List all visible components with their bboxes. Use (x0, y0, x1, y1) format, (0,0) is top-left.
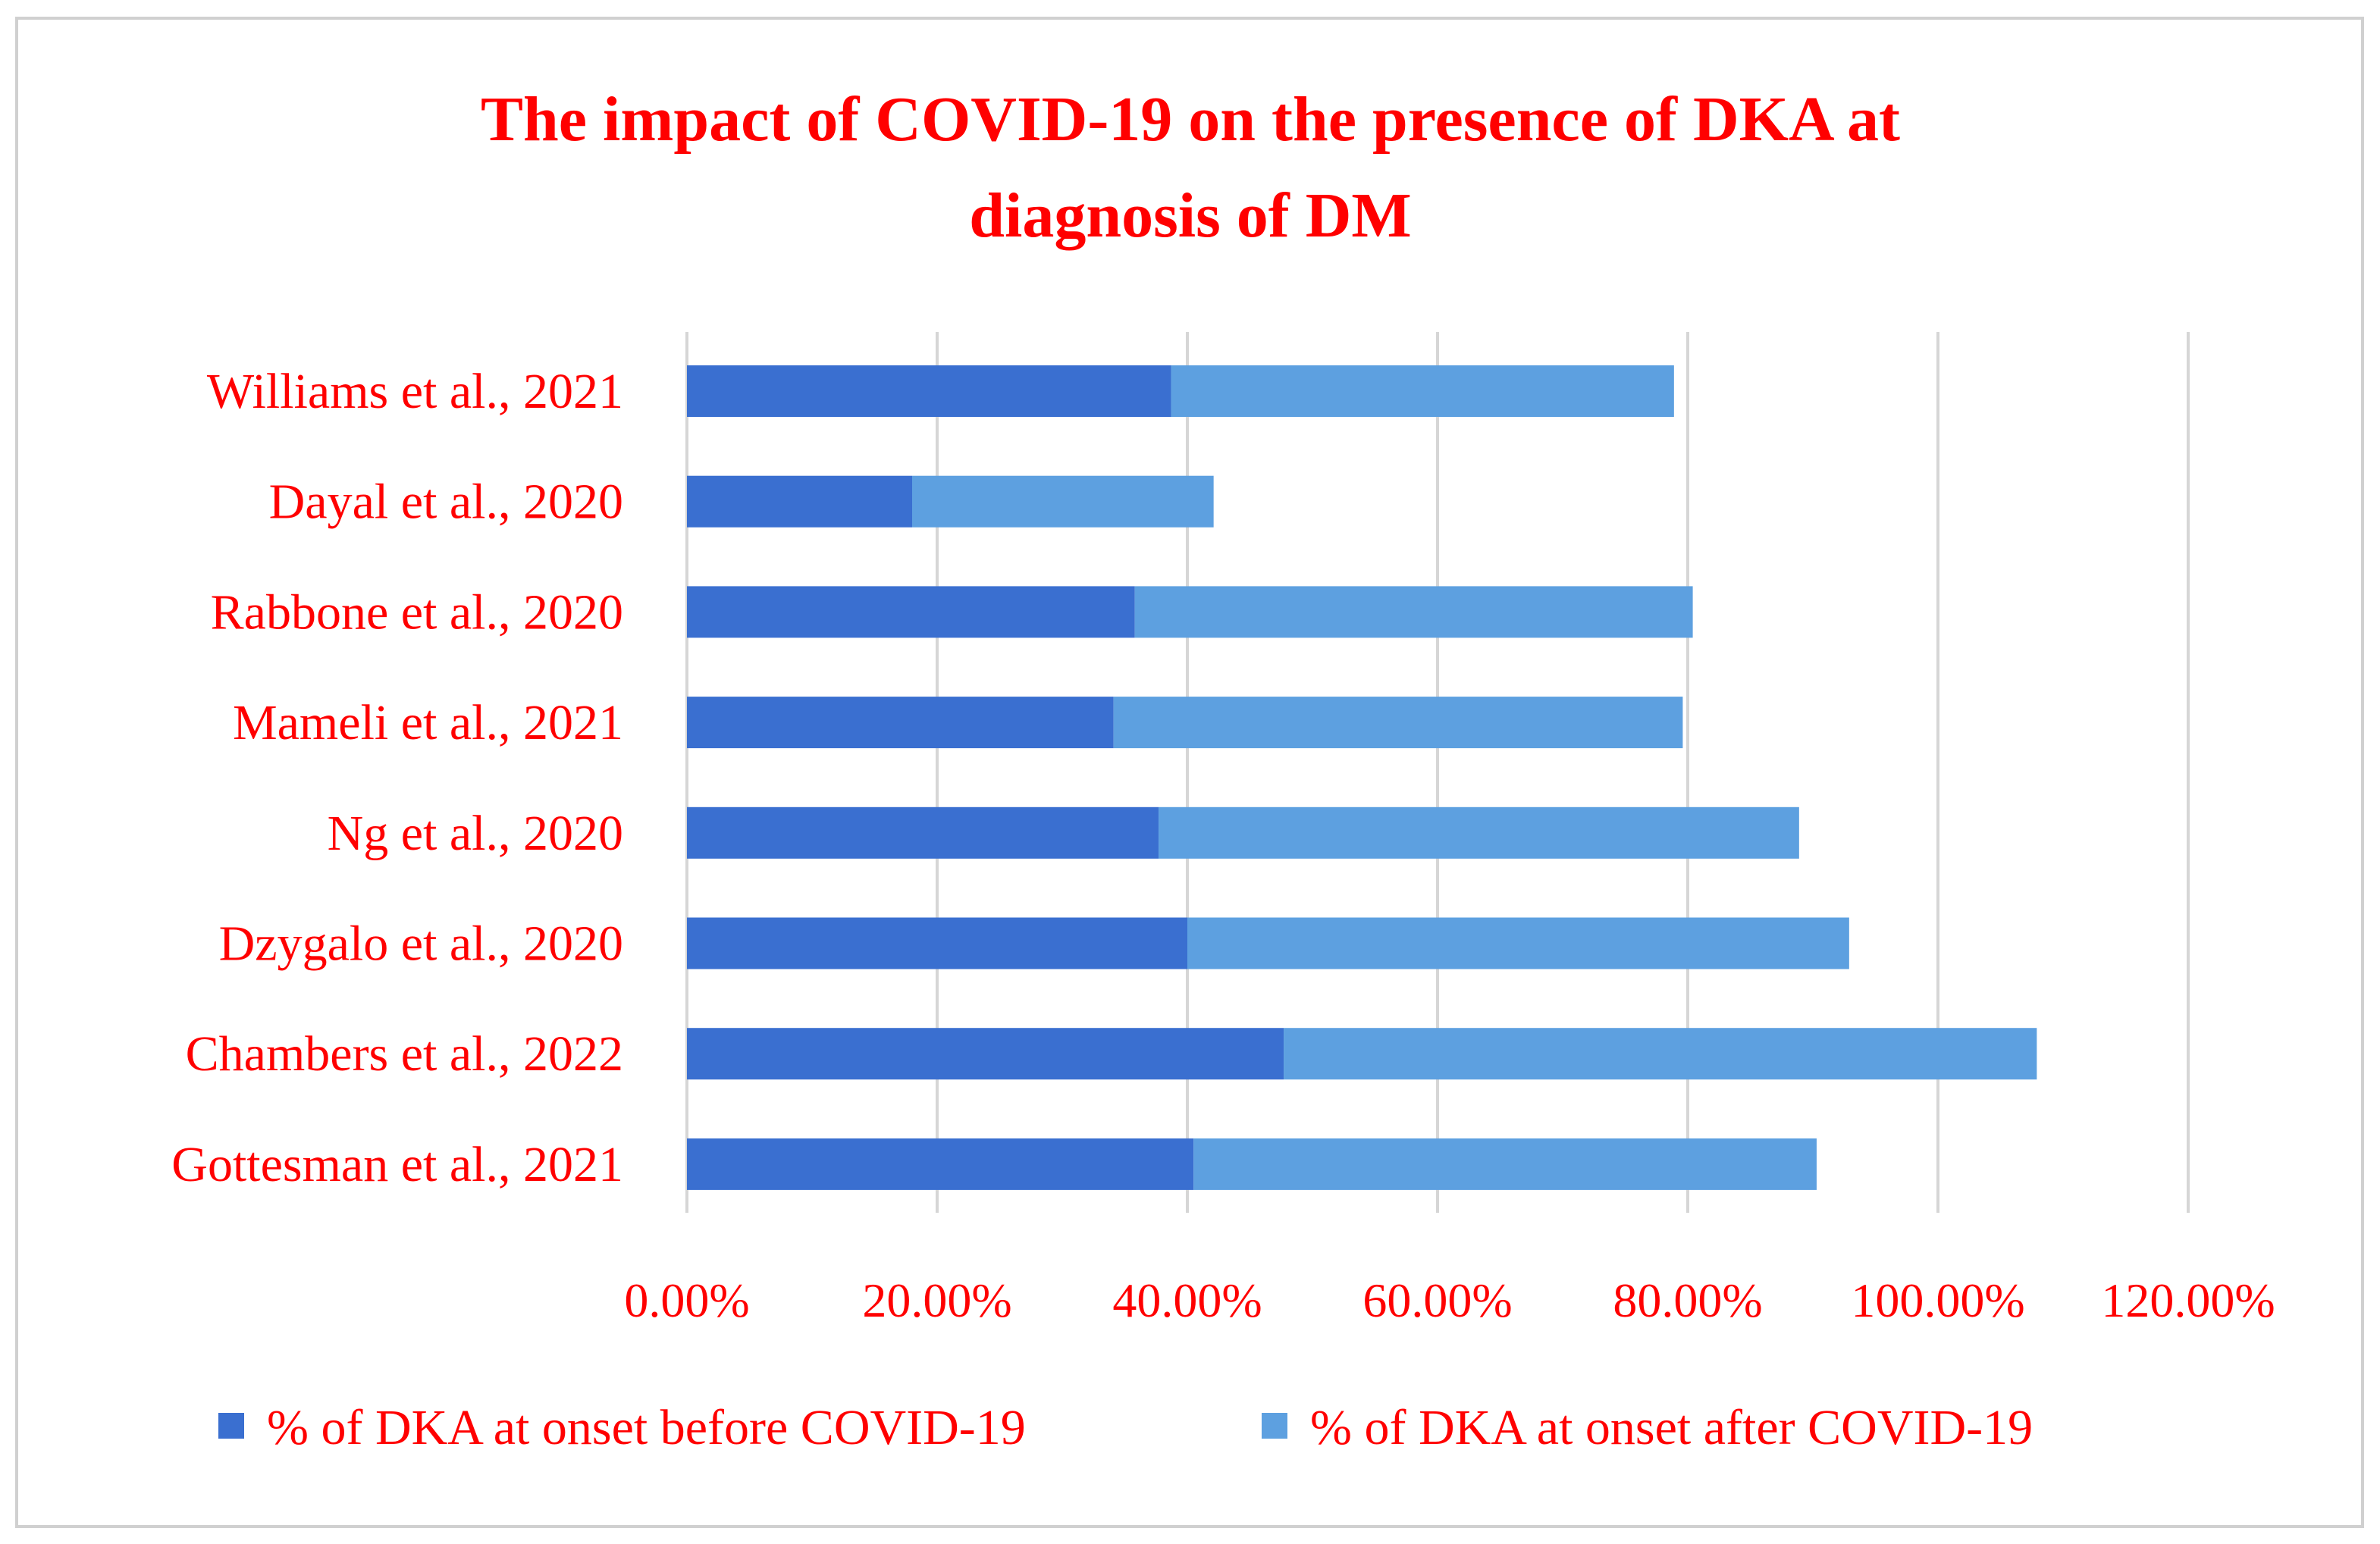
chart-title-line-2: diagnosis of DM (969, 180, 1411, 251)
legend: % of DKA at onset before COVID-19 % of D… (218, 1400, 2033, 1455)
category-label-3: Mameli et al., 2021 (233, 695, 623, 750)
bar-before-5 (687, 917, 1187, 969)
bar-before-6 (687, 1028, 1284, 1080)
legend-label-after: % of DKA at onset after COVID-19 (1310, 1400, 2033, 1455)
bar-after-6 (1284, 1028, 2037, 1080)
legend-label-before: % of DKA at onset before COVID-19 (267, 1400, 1026, 1455)
x-tick-label-1: 20.00% (862, 1273, 1011, 1327)
bar-before-2 (687, 586, 1135, 638)
category-label-7: Gottesman et al., 2021 (171, 1137, 623, 1192)
chart-title-line-1: The impact of COVID-19 on the presence o… (481, 84, 1900, 155)
x-tick-label-2: 40.00% (1112, 1273, 1262, 1327)
bar-after-4 (1159, 806, 1799, 859)
bar-before-7 (687, 1138, 1194, 1190)
legend-swatch-before (218, 1413, 244, 1439)
bars (687, 365, 2037, 1190)
category-label-4: Ng et al., 2020 (328, 806, 623, 861)
x-axis-tick-labels: 0.00% 20.00% 40.00% 60.00% 80.00% 100.00% 120.… (624, 1273, 2275, 1327)
category-label-6: Chambers et al., 2022 (186, 1026, 623, 1082)
x-tick-label-6: 120.00% (2101, 1273, 2275, 1327)
chart-border (15, 17, 2364, 1528)
category-label-2: Rabbone et al., 2020 (211, 584, 623, 640)
category-label-0: Williams et al., 2021 (207, 364, 623, 419)
bar-before-0 (687, 365, 1171, 417)
x-tick-label-3: 60.00% (1362, 1273, 1512, 1327)
bar-after-1 (912, 475, 1214, 528)
category-labels: Williams et al., 2021 Dayal et al., 2020 R… (171, 364, 623, 1192)
bar-before-3 (687, 697, 1114, 749)
category-label-1: Dayal et al., 2020 (269, 474, 623, 530)
bar-after-0 (1171, 365, 1674, 417)
category-label-5: Dzygalo et al., 2020 (219, 916, 623, 972)
bar-after-5 (1187, 917, 1849, 969)
bar-after-2 (1134, 586, 1693, 638)
bar-after-3 (1113, 697, 1683, 749)
bar-before-1 (687, 475, 912, 528)
x-tick-label-0: 0.00% (624, 1273, 749, 1327)
x-tick-label-4: 80.00% (1613, 1273, 1762, 1327)
x-tick-label-5: 100.00% (1851, 1273, 2024, 1327)
bar-after-7 (1193, 1138, 1817, 1190)
bar-before-4 (687, 806, 1159, 859)
legend-swatch-after (1262, 1413, 1287, 1439)
